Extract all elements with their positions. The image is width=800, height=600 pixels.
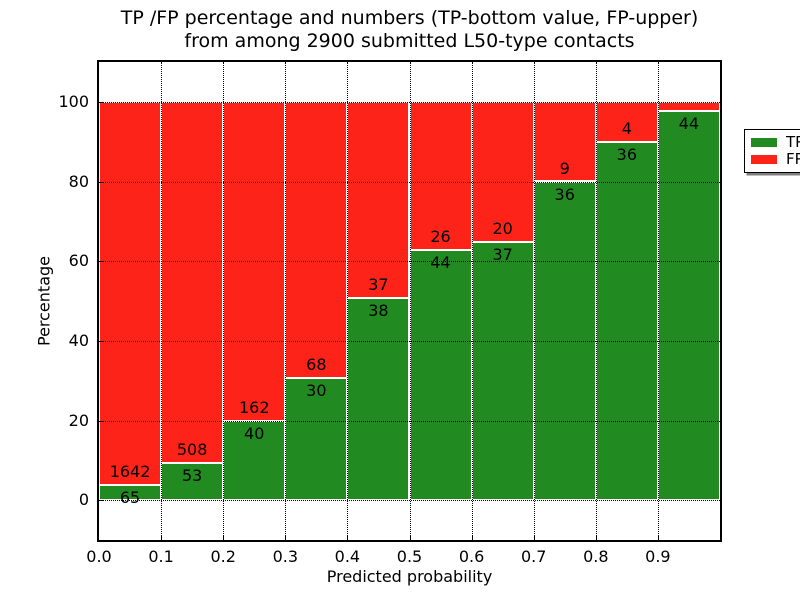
fp-legend-label: FP [786, 150, 800, 169]
chart-title-line-2: from among 2900 submitted L50-type conta… [184, 30, 635, 52]
fp-bar-segment [285, 101, 348, 379]
horizontal-gridline [99, 340, 720, 342]
fp-count-label: 4 [621, 118, 632, 138]
x-tick-label: 0.6 [458, 547, 485, 566]
x-tick-mark [223, 535, 225, 540]
x-tick-label: 0.8 [583, 547, 609, 566]
tp-bar-segment [409, 249, 472, 501]
chart-title-line-1: TP /FP percentage and numbers (TP-bottom… [120, 7, 699, 29]
fp-bar-segment [99, 101, 162, 485]
y-tick-mark [99, 101, 104, 103]
x-tick-mark [657, 535, 659, 540]
x-tick-mark [471, 535, 473, 540]
x-tick-label: 0.5 [396, 547, 423, 566]
y-tick-label: 20 [68, 410, 89, 430]
vertical-gridline [223, 62, 225, 540]
fp-count-label: 162 [238, 398, 270, 418]
tp-bar-segment [161, 462, 224, 501]
tp-count-label: 40 [244, 424, 265, 444]
fp-legend-swatch [751, 155, 777, 165]
tp-bar-segment [347, 298, 410, 501]
x-tick-label: 0.0 [86, 547, 112, 566]
legend: TP FP [744, 129, 800, 173]
x-tick-mark [533, 535, 535, 540]
x-tick-mark [347, 535, 349, 540]
tp-bar-segment [657, 110, 720, 501]
horizontal-gridline [99, 101, 720, 103]
y-tick-mark [99, 181, 104, 183]
fp-bar-segment [347, 101, 410, 299]
y-tick-mark [99, 500, 104, 502]
horizontal-gridline [99, 500, 720, 502]
fp-count-label: 9 [559, 158, 570, 178]
vertical-gridline [409, 62, 411, 540]
tp-count-label: 30 [306, 381, 327, 401]
x-axis-label: Predicted probability [326, 567, 493, 586]
fp-count-label: 37 [368, 275, 389, 295]
x-tick-mark [409, 535, 411, 540]
fp-count-label: 1642 [109, 461, 151, 481]
y-tick-mark [99, 261, 104, 263]
vertical-gridline [347, 62, 349, 540]
x-tick-mark [285, 535, 287, 540]
legend-entry-tp: TP [751, 132, 800, 151]
fp-count-label: 508 [176, 439, 208, 459]
y-tick-label: 80 [68, 171, 89, 191]
x-tick-label: 0.2 [210, 547, 236, 566]
tp-legend-swatch [751, 137, 777, 147]
horizontal-gridline [99, 261, 720, 263]
y-tick-label: 60 [68, 251, 89, 271]
fp-bar-segment [657, 101, 720, 111]
tp-count-label: 44 [678, 113, 700, 133]
tp-count-label: 65 [119, 487, 141, 507]
tp-count-label: 36 [616, 144, 638, 164]
tp-count-label: 53 [181, 465, 203, 485]
x-tick-label: 0.4 [334, 547, 361, 566]
vertical-gridline [657, 62, 659, 540]
plot-area: TP FP 1642 65 508 53 162 40 68 30 37 38 26 44 20 37 9 3… [97, 60, 800, 542]
tp-bar-segment [595, 141, 658, 501]
x-tick-label: 0.7 [520, 547, 547, 566]
tp-count-label: 44 [430, 252, 451, 272]
x-tick-label: 0.1 [148, 547, 174, 566]
vertical-gridline [285, 62, 287, 540]
fp-count-label: 68 [306, 355, 327, 375]
tp-legend-label: TP [786, 132, 800, 151]
y-tick-label: 100 [58, 91, 89, 111]
x-tick-mark [595, 535, 597, 540]
fp-count-label: 26 [430, 226, 451, 246]
horizontal-gridline [99, 420, 720, 422]
vertical-gridline [595, 62, 597, 540]
tp-count-label: 37 [492, 244, 513, 264]
legend-entry-fp: FP [751, 152, 800, 167]
y-tick-label: 40 [68, 330, 89, 350]
x-tick-mark [161, 535, 163, 540]
vertical-gridline [533, 62, 535, 540]
x-tick-label: 0.3 [272, 547, 299, 566]
fp-bar-segment [409, 101, 472, 250]
vertical-gridline [471, 62, 473, 540]
fp-bar-segment [161, 101, 224, 463]
y-tick-label: 0 [78, 490, 89, 510]
tp-bar-segment [471, 241, 534, 501]
tp-bar-segment [99, 484, 162, 501]
tp-count-label: 38 [368, 301, 389, 321]
vertical-gridline [161, 62, 163, 540]
y-tick-mark [99, 420, 104, 422]
fp-count-label: 20 [492, 218, 513, 238]
horizontal-gridline [99, 181, 720, 183]
y-tick-mark [99, 340, 104, 342]
x-tick-label: 0.9 [645, 547, 671, 566]
tp-count-label: 36 [554, 184, 575, 204]
